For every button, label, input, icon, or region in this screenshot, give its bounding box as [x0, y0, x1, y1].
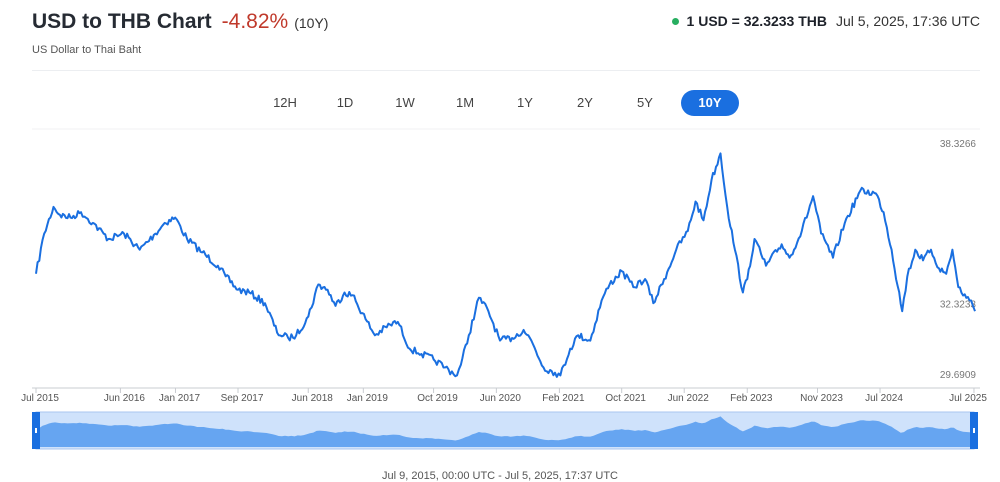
y-axis-label: 38.3266	[940, 139, 977, 150]
x-axis-label: Feb 2023	[730, 393, 773, 404]
x-axis-label: Jan 2019	[347, 393, 389, 404]
x-axis-label: Jan 2017	[159, 393, 201, 404]
navigator-right-grip	[973, 428, 975, 433]
change-percent: -4.82%	[221, 10, 289, 33]
live-dot-icon	[671, 17, 679, 25]
header-divider	[32, 70, 980, 71]
navigator[interactable]	[32, 411, 978, 450]
range-button-1y[interactable]: 1Y	[517, 95, 533, 110]
current-rate: 1 USD = 32.3233 THB Jul 5, 2025, 17:36 U…	[671, 13, 980, 29]
x-axis-label: Jun 2020	[480, 393, 522, 404]
y-axis-label: 29.6909	[940, 370, 977, 381]
page-title: USD to THB Chart	[32, 10, 212, 33]
title-row: USD to THB Chart -4.82% (10Y)	[32, 10, 328, 40]
rate-value: 1 USD = 32.3233 THB	[686, 13, 828, 29]
range-button-1d[interactable]: 1D	[336, 95, 354, 110]
rate-timestamp: Jul 5, 2025, 17:36 UTC	[836, 13, 980, 29]
range-button-1m[interactable]: 1M	[455, 95, 475, 110]
range-button-12h[interactable]: 12H	[273, 95, 297, 110]
x-axis-ticks: Jul 2015 Jun 2016 Jan 2017 Sep 2017 Jun 2018…	[21, 388, 987, 404]
x-axis-label: Jul 2024	[865, 393, 903, 404]
x-axis-label: Jun 2016	[104, 393, 146, 404]
x-axis-label: Sep 2017	[221, 393, 264, 404]
series-line	[35, 152, 976, 378]
x-axis-label: Oct 2021	[605, 393, 646, 404]
x-axis-label: Nov 2023	[800, 393, 843, 404]
x-axis-label: Oct 2019	[417, 393, 458, 404]
range-selector: 12H 1D 1W 1M 1Y 2Y 5Y 10Y	[0, 90, 1000, 116]
page-subtitle: US Dollar to Thai Baht	[32, 44, 142, 56]
exchange-rate-chart: 38.3266 32.3233 29.6909 Jul 2015 Jun 2016 Ja…	[21, 128, 987, 450]
navigator-left-grip	[35, 428, 37, 433]
range-button-10y[interactable]: 10Y	[681, 90, 739, 116]
x-axis-label: Jun 2018	[292, 393, 334, 404]
range-button-5y[interactable]: 5Y	[637, 95, 653, 110]
y-axis-labels: 38.3266 32.3233 29.6909	[940, 139, 977, 381]
y-axis-label: 32.3233	[940, 300, 977, 311]
navigator-area	[36, 416, 974, 447]
x-axis-label: Jul 2015	[21, 393, 59, 404]
range-button-2y[interactable]: 2Y	[577, 95, 593, 110]
date-range-text: Jul 9, 2015, 00:00 UTC - Jul 5, 2025, 17…	[381, 470, 619, 482]
change-period: (10Y)	[294, 15, 329, 31]
x-axis-label: Jul 2025	[949, 393, 987, 404]
x-axis-label: Jun 2022	[668, 393, 710, 404]
range-button-1w[interactable]: 1W	[395, 95, 415, 110]
x-axis-label: Feb 2021	[542, 393, 585, 404]
